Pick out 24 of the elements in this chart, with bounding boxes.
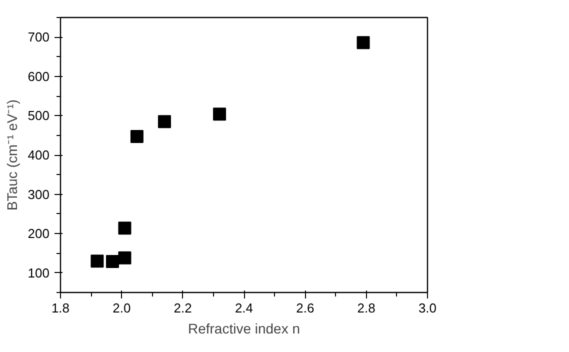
x-axis-title: Refractive index n: [188, 320, 300, 336]
y-tick-label: 100: [28, 265, 50, 280]
y-tick-label: 500: [28, 108, 50, 124]
x-tick-label: 2.0: [112, 300, 131, 316]
x-tick-label: 1.8: [51, 300, 70, 316]
point: [118, 251, 132, 264]
point: [158, 115, 171, 128]
y-tick-label: 700: [28, 30, 50, 45]
x-tick-label: 3.0: [418, 300, 437, 316]
x-tick-label: 2.6: [296, 300, 314, 316]
y-tick-label: 300: [28, 186, 50, 202]
y-tick-label: 600: [28, 68, 50, 84]
point: [118, 222, 132, 235]
point: [213, 108, 226, 121]
x-tick-label: 2.8: [357, 300, 376, 316]
y-tick-label: 200: [28, 226, 50, 242]
point: [356, 36, 370, 50]
y-axis-title: BTauc (cm⁻¹ eV⁻¹): [4, 99, 20, 211]
point: [106, 254, 119, 268]
x-tick-label: 2.2: [174, 300, 192, 316]
y-tick-label: 400: [28, 148, 50, 162]
point: [90, 254, 104, 268]
x-tick-label: 2.4: [234, 300, 254, 316]
point: [130, 130, 144, 144]
